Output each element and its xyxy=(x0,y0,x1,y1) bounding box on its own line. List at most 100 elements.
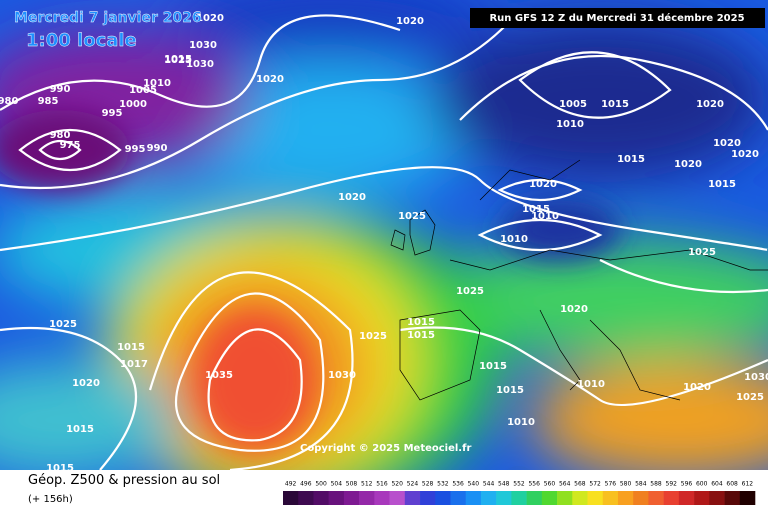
scale-label: 608 xyxy=(726,481,738,488)
scale-label: 560 xyxy=(544,481,556,488)
scale-swatch xyxy=(557,491,573,505)
field-title: Géop. Z500 & pression au sol xyxy=(28,473,220,488)
isobar-label: 1020 xyxy=(338,192,366,203)
scale-swatch xyxy=(389,491,406,505)
isobar-label: 1000 xyxy=(119,99,147,110)
isobar-label: 1020 xyxy=(196,13,224,24)
scale-label: 548 xyxy=(498,481,510,488)
isobar-label: 1025 xyxy=(736,392,764,403)
isobar-label: 980 xyxy=(50,130,71,141)
isobar-label: 1010 xyxy=(531,211,559,222)
scale-swatch xyxy=(633,491,649,505)
scale-label: 512 xyxy=(361,481,373,488)
isobar-label: 975 xyxy=(60,140,81,151)
isobar-label: 1030 xyxy=(328,370,356,381)
isobar-label: 1010 xyxy=(507,417,535,428)
isobar-label: 1015 xyxy=(601,99,629,110)
copyright: Copyright © 2025 Meteociel.fr xyxy=(300,443,471,454)
scale-label: 588 xyxy=(650,481,662,488)
scale-label: 500 xyxy=(315,481,327,488)
scale-label: 544 xyxy=(483,481,495,488)
scale-swatch xyxy=(572,491,588,505)
isobar-label: 1015 xyxy=(117,342,145,353)
scale-label: 516 xyxy=(376,481,388,488)
scale-swatch xyxy=(648,491,664,505)
scale-swatch xyxy=(359,491,375,505)
scale-swatch xyxy=(465,491,482,505)
scale-swatch xyxy=(587,491,604,505)
scale-label: 556 xyxy=(528,481,540,488)
scale-label: 592 xyxy=(666,481,678,488)
isobar-label: 1025 xyxy=(359,331,387,342)
scale-label: 524 xyxy=(407,481,419,488)
isobar-label: 1015 xyxy=(164,54,192,65)
isobar-label: 1020 xyxy=(731,149,759,160)
isobar-label: 990 xyxy=(50,84,71,95)
isobar-label: 1020 xyxy=(72,378,100,389)
scale-swatch xyxy=(709,491,725,505)
scale-swatch xyxy=(663,491,680,505)
isobar-label: 1030 xyxy=(186,59,214,70)
scale-swatch xyxy=(526,491,543,505)
isobar-label: 1005 xyxy=(129,85,157,96)
isobar-label: 980 xyxy=(0,96,18,107)
scale-label: 604 xyxy=(711,481,723,488)
isobar-label: 1025 xyxy=(456,286,484,297)
isobar-label: 1030 xyxy=(189,40,217,51)
scale-swatch xyxy=(678,491,695,505)
scale-swatch xyxy=(450,491,467,505)
isobar-label: 1005 xyxy=(559,99,587,110)
scale-label: 596 xyxy=(681,481,693,488)
isobar-label: 995 xyxy=(125,144,146,155)
scale-label: 580 xyxy=(620,481,632,488)
isobar-label: 1035 xyxy=(205,370,233,381)
scale-label: 528 xyxy=(422,481,434,488)
isobar-labels: 980 9859909951000100510101015102510301030… xyxy=(0,13,768,474)
isobar-label: 1020 xyxy=(256,74,284,85)
run-box xyxy=(470,8,765,28)
scale-label: 576 xyxy=(605,481,617,488)
scale-label: 552 xyxy=(513,481,525,488)
scale-label: 584 xyxy=(635,481,647,488)
isobar-label: 1015 xyxy=(66,424,94,435)
isobar-label: 1010 xyxy=(577,379,605,390)
scale-label: 520 xyxy=(391,481,403,488)
scale-swatch xyxy=(724,491,741,505)
scale-swatch xyxy=(283,491,299,505)
isobar-label: 1015 xyxy=(708,179,736,190)
scale-label: 612 xyxy=(742,481,754,488)
scale-label: 564 xyxy=(559,481,571,488)
scale-swatch xyxy=(480,491,497,505)
isobar-label: 990 xyxy=(147,143,168,154)
scale-swatch xyxy=(298,491,314,505)
isobar-label: 1010 xyxy=(143,78,171,89)
scale-swatch xyxy=(602,491,619,505)
isobar-label: 1020 xyxy=(560,304,588,315)
forecast-step: (+ 156h) xyxy=(28,494,73,505)
color-scale: 492 496 500 504 508 512 516 520 524 528 532 536 540 5… xyxy=(283,481,756,505)
scale-label: 600 xyxy=(696,481,708,488)
isobar-label: 1020 xyxy=(396,16,424,27)
isobar-label: 1020 xyxy=(683,382,711,393)
scale-swatch xyxy=(343,491,360,505)
isobar-label: 1020 xyxy=(529,179,557,190)
isobar-label: 1020 xyxy=(713,138,741,149)
scale-swatch xyxy=(374,491,390,505)
isobar-label: 1015 xyxy=(407,330,435,341)
isobar-label: 1015 xyxy=(407,317,435,328)
local-time: 1:00 locale xyxy=(26,30,137,51)
isobar-label: 1020 xyxy=(674,159,702,170)
date-title: Mercredi 7 janvier 2026 xyxy=(14,10,202,26)
scale-swatch xyxy=(404,491,421,505)
scale-swatch xyxy=(511,491,527,505)
scale-label: 496 xyxy=(300,481,312,488)
isobar-label: 1030 xyxy=(744,372,768,383)
isobar-label: 985 xyxy=(38,96,59,107)
scale-swatch xyxy=(694,491,710,505)
isobar-label: 1010 xyxy=(556,119,584,130)
isobar-label: 1017 xyxy=(120,359,148,370)
isobar-label: 1015 xyxy=(46,463,74,474)
scale-label: 504 xyxy=(331,481,343,488)
